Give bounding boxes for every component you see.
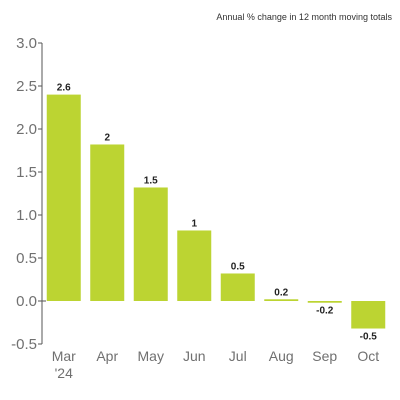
- data-label-3: 1: [191, 218, 197, 229]
- x-tick-label-4: Jul: [229, 348, 247, 364]
- x-tick-label-7: Oct: [357, 348, 379, 364]
- y-axis: 3.0 2.5 2.0 1.5 1.0 0.5 0.0 -0.5: [11, 35, 43, 353]
- data-labels-group: 2.6 2 1.5 1 0.5 0.2 -0.2 -0.5: [57, 83, 378, 343]
- x-tick-label-3: Jun: [183, 348, 206, 364]
- y-tick-label-1: 2.5: [16, 78, 37, 95]
- x-tick-label-2: May: [138, 348, 164, 364]
- y-tick-label-7: -0.5: [11, 336, 37, 353]
- y-tick-label-0: 3.0: [16, 35, 37, 52]
- data-label-2: 1.5: [144, 175, 158, 186]
- data-label-0: 2.6: [57, 83, 71, 94]
- data-label-7: -0.5: [360, 332, 378, 343]
- data-label-4: 0.5: [231, 261, 245, 272]
- data-label-5: 0.2: [274, 287, 288, 298]
- bar-2: [133, 187, 168, 301]
- x-axis: Mar'24 Apr May Jun Jul Aug Sep Oct: [42, 300, 379, 381]
- x-tick-label-0: Mar: [52, 348, 76, 364]
- y-tick-label-5: 0.5: [16, 250, 37, 267]
- bar-5: [264, 299, 299, 301]
- bar-1: [90, 144, 125, 301]
- x-tick-label-0-line1: '24: [55, 365, 73, 381]
- bar-0: [46, 94, 81, 301]
- x-tick-label-5: Aug: [269, 348, 294, 364]
- bar-3: [177, 230, 212, 301]
- y-tick-label-3: 1.5: [16, 164, 37, 181]
- x-tick-label-6: Sep: [312, 348, 337, 364]
- y-tick-label-4: 1.0: [16, 207, 37, 224]
- x-tick-label-1: Apr: [96, 348, 118, 364]
- y-tick-label-2: 2.0: [16, 121, 37, 138]
- bar-6: [307, 301, 342, 303]
- bar-7: [351, 301, 386, 329]
- bar-4: [220, 273, 255, 301]
- bars-group: [46, 94, 386, 329]
- data-label-6: -0.2: [316, 306, 334, 317]
- y-tick-label-6: 0.0: [16, 293, 37, 310]
- data-label-1: 2: [104, 132, 110, 143]
- chart-subtitle: Annual % change in 12 month moving total…: [216, 12, 392, 22]
